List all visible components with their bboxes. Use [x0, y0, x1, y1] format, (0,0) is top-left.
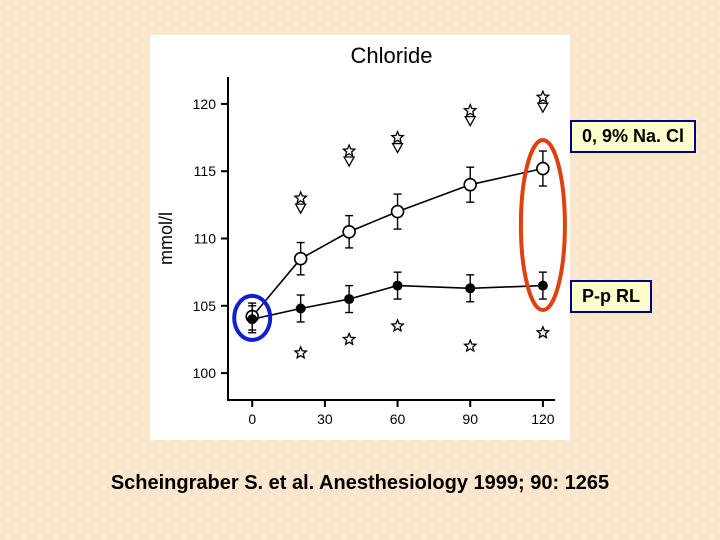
- citation-text: Scheingraber S. et al. Anesthesiology 19…: [0, 472, 720, 495]
- svg-text:110: 110: [194, 231, 217, 247]
- svg-text:100: 100: [193, 365, 217, 381]
- svg-text:0: 0: [248, 411, 256, 427]
- svg-text:60: 60: [390, 411, 406, 427]
- series-label-rl: P-p RL: [570, 280, 652, 313]
- svg-text:120: 120: [193, 96, 217, 112]
- svg-text:115: 115: [194, 163, 217, 179]
- svg-text:120: 120: [531, 411, 555, 427]
- svg-text:90: 90: [462, 411, 478, 427]
- svg-text:105: 105: [193, 298, 217, 314]
- series-label-nacl: 0, 9% Na. Cl: [570, 120, 696, 153]
- svg-text:Chloride: Chloride: [351, 43, 433, 68]
- svg-text:mmol/l: mmol/l: [156, 212, 176, 265]
- chloride-chart: Chloride mmol/l 100 105 110 115 120 0 30 60 90 120: [150, 35, 570, 440]
- svg-text:30: 30: [317, 411, 333, 427]
